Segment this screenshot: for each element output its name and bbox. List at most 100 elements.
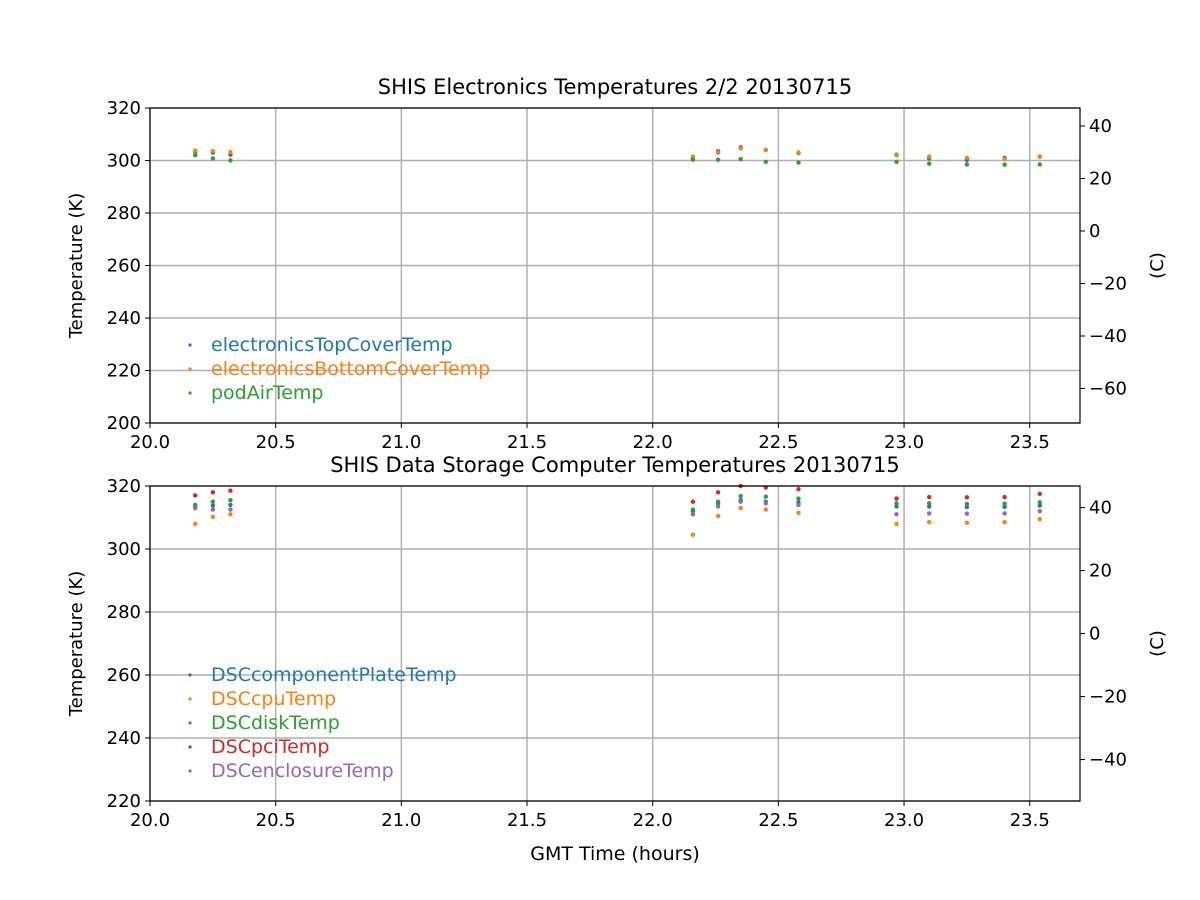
x-tick-label: 20.0 [130, 810, 170, 831]
y-tick-label: 220 [107, 791, 141, 812]
data-point [894, 512, 899, 517]
x-tick-label: 22.0 [633, 810, 673, 831]
y2-tick-label: 20 [1089, 561, 1112, 582]
x-tick-label: 20.0 [130, 432, 170, 453]
y2-tick-label: −60 [1089, 378, 1127, 399]
data-point [715, 157, 721, 162]
data-point [964, 162, 970, 167]
data-point [210, 490, 216, 495]
data-series-DSCdiskTemp [193, 493, 1042, 512]
y2-tick-label: −40 [1089, 750, 1127, 771]
legend-marker [188, 721, 192, 725]
data-point [738, 493, 743, 499]
data-point [690, 512, 696, 517]
y2-tick-label: 0 [1089, 624, 1100, 645]
y-tick-label: 200 [107, 413, 141, 434]
y-tick-label: 240 [107, 728, 141, 749]
legend: DSCcomponentPlateTempDSCcpuTempDSCdiskTe… [188, 664, 457, 782]
data-point [715, 150, 721, 155]
data-point [715, 504, 721, 509]
y2-axis-label: (C) [1147, 252, 1168, 279]
legend-marker [188, 673, 192, 677]
x-tick-label: 23.5 [1010, 432, 1050, 453]
data-point [210, 156, 216, 161]
data-point [926, 161, 932, 166]
data-point [796, 510, 801, 515]
data-point [228, 512, 233, 517]
chart-title: SHIS Data Storage Computer Temperatures … [330, 453, 900, 477]
data-point [763, 501, 769, 506]
y-tick-label: 320 [107, 476, 141, 497]
data-point [763, 147, 769, 153]
y2-tick-label: −20 [1089, 273, 1127, 294]
y-axis-label: Temperature (K) [66, 571, 87, 718]
data-point [715, 499, 721, 504]
legend-marker [188, 367, 192, 371]
x-tick-label: 20.5 [256, 432, 296, 453]
data-point [926, 494, 932, 500]
data-series-DSCcpuTemp [193, 505, 1042, 538]
x-tick-label: 22.0 [633, 432, 673, 453]
x-tick-label: 22.5 [758, 432, 798, 453]
data-point [964, 504, 970, 510]
data-point [1002, 494, 1007, 500]
data-point [690, 154, 696, 159]
data-point [715, 490, 721, 495]
legend-marker [188, 745, 192, 749]
legend-marker [188, 769, 192, 773]
data-point [228, 149, 233, 155]
data-point [228, 507, 233, 512]
x-tick-label: 23.0 [884, 432, 924, 453]
data-series-DSCcomponentPlateTemp [193, 497, 1042, 514]
data-point [1002, 520, 1007, 525]
data-point [926, 520, 932, 525]
legend-marker [188, 343, 192, 347]
data-point [926, 511, 932, 516]
y-tick-label: 300 [107, 151, 141, 172]
data-point [1002, 501, 1007, 506]
y2-tick-label: 40 [1089, 498, 1112, 519]
x-tick-label: 21.0 [381, 810, 421, 831]
y-tick-label: 280 [107, 203, 141, 224]
data-point [228, 488, 233, 493]
data-point [690, 157, 696, 162]
data-point [738, 146, 743, 151]
data-point [690, 507, 696, 512]
data-point [964, 520, 970, 526]
data-point [1002, 504, 1007, 509]
data-point [763, 159, 769, 165]
y-axis-label: Temperature (K) [66, 193, 87, 340]
data-point [228, 497, 233, 503]
y-tick-label: 300 [107, 539, 141, 560]
data-point [193, 148, 198, 153]
chart-title: SHIS Electronics Temperatures 2/2 201307… [378, 75, 852, 99]
data-point [1002, 156, 1007, 162]
y-tick-label: 280 [107, 602, 141, 623]
data-point [690, 532, 696, 538]
legend-label: DSCdiskTemp [211, 712, 340, 734]
y-tick-label: 240 [107, 308, 141, 329]
data-point [228, 158, 233, 163]
plot-frame [149, 485, 1081, 802]
data-point [796, 160, 801, 165]
y-tick-label: 260 [107, 665, 141, 686]
data-point [1002, 162, 1007, 167]
data-point [796, 150, 801, 155]
legend-marker [188, 697, 192, 701]
data-series-DSCenclosureTemp [193, 499, 1042, 517]
data-point [690, 499, 696, 504]
legend-label: DSCcomponentPlateTemp [211, 664, 457, 686]
data-point [1002, 511, 1007, 516]
data-series-electronicsBottomCoverTemp [193, 146, 1042, 162]
x-tick-label: 21.5 [507, 432, 547, 453]
chart-panel-data-storage-computer: 20.0 20.5 21.0 21.5 22.0 22.5 23.0 23.5 220 240 26… [66, 453, 1168, 831]
y-tick-label: 220 [107, 361, 141, 382]
data-point [894, 504, 899, 509]
legend: electronicsTopCoverTempelectronicsBottom… [188, 334, 490, 404]
data-series-electronicsTopCoverTemp [193, 145, 1042, 163]
chart-panel-electronics: 20.0 20.5 21.0 21.5 22.0 22.5 23.0 23.520022024… [66, 75, 1168, 453]
data-point [228, 502, 233, 508]
x-tick-label: 21.5 [507, 810, 547, 831]
y2-tick-label: −40 [1089, 326, 1127, 347]
